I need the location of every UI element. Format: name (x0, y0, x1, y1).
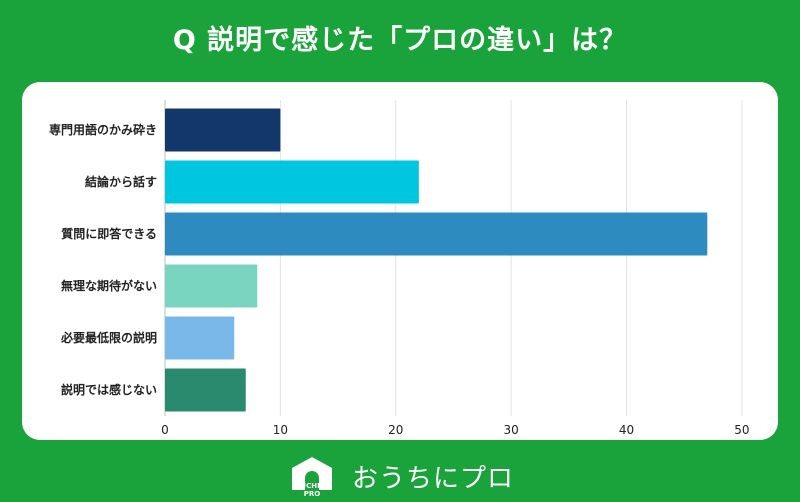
bar (165, 316, 235, 360)
footer-brand: OUCHI ni PRO おうちにプロ (0, 452, 800, 500)
category-label: 必要最低限の説明 (60, 330, 157, 345)
bar (165, 368, 246, 412)
x-tick-label: 30 (504, 423, 519, 437)
bar (165, 212, 708, 256)
logo-caption: OUCHI ni PRO (294, 482, 330, 498)
category-label: 結論から話す (85, 174, 157, 189)
x-tick-label: 40 (619, 423, 634, 437)
brand-name: おうちにプロ (351, 463, 514, 494)
x-tick-label: 10 (273, 423, 288, 437)
x-tick-label: 50 (734, 423, 749, 437)
category-label: 質問に即答できる (61, 226, 157, 241)
bar (165, 264, 258, 308)
category-label: 説明では感じない (61, 382, 157, 397)
category-label: 無理な期待がない (61, 278, 157, 293)
x-tick-label: 20 (388, 423, 403, 437)
x-tick-label: 0 (161, 423, 169, 437)
bar-chart: 0 10 20 30 40 50 専門用語のかみ砕き結論から話す質問に即答できる無理な期待が… (49, 100, 750, 437)
house-logo-icon: OUCHI ni PRO (286, 454, 338, 498)
chart-title: Q 説明で感じた「プロの違い」は？ (172, 25, 628, 56)
chart-card: 0 10 20 30 40 50 専門用語のかみ砕き結論から話す質問に即答できる 無理な期待が… (22, 82, 778, 440)
bar (165, 108, 281, 152)
bar (165, 160, 419, 204)
category-label: 専門用語のかみ砕き (49, 122, 157, 137)
